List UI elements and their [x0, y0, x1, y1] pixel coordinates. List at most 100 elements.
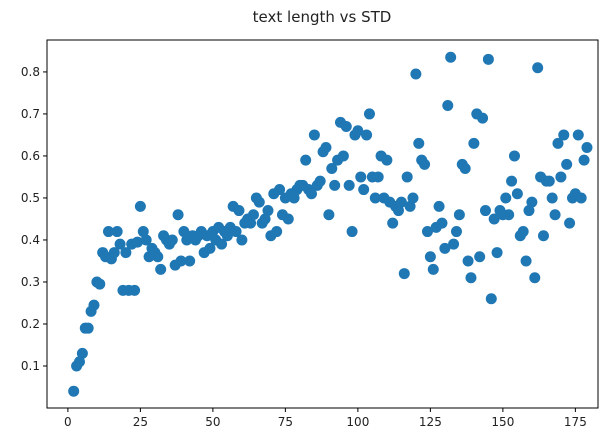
- point: [247, 209, 259, 221]
- point: [233, 205, 245, 217]
- point: [485, 293, 497, 305]
- point: [329, 179, 341, 191]
- point: [129, 284, 141, 296]
- point: [76, 347, 88, 359]
- point: [427, 263, 439, 275]
- point: [575, 192, 587, 204]
- point: [152, 251, 164, 263]
- point: [552, 137, 564, 149]
- point: [561, 158, 573, 170]
- point: [445, 51, 457, 63]
- y-tick-label: 0.2: [21, 317, 40, 331]
- point: [450, 226, 462, 238]
- point: [474, 251, 486, 263]
- point: [459, 163, 471, 175]
- point: [120, 247, 132, 259]
- chart-title: text length vs STD: [253, 8, 392, 26]
- point: [526, 196, 538, 208]
- plot-frame: [46, 39, 599, 409]
- point: [288, 192, 300, 204]
- point: [419, 158, 431, 170]
- point: [271, 226, 283, 238]
- point: [578, 154, 590, 166]
- point: [184, 255, 196, 267]
- point: [372, 171, 384, 183]
- point: [323, 209, 335, 221]
- point: [221, 230, 233, 242]
- point: [102, 226, 114, 238]
- point: [549, 209, 561, 221]
- point: [503, 209, 515, 221]
- point: [172, 209, 184, 221]
- x-tick-label: 50: [205, 415, 220, 429]
- point: [462, 255, 474, 267]
- point: [407, 192, 419, 204]
- point: [155, 263, 167, 275]
- point: [305, 188, 317, 200]
- point: [355, 171, 367, 183]
- point: [477, 112, 489, 124]
- point: [404, 200, 416, 212]
- point: [395, 196, 407, 208]
- point: [166, 234, 178, 246]
- point: [137, 226, 149, 238]
- point: [581, 142, 593, 154]
- point: [436, 217, 448, 229]
- point: [410, 68, 422, 80]
- point: [468, 137, 480, 149]
- point: [216, 238, 228, 250]
- y-tick-label: 0.3: [21, 275, 40, 289]
- point: [361, 129, 373, 141]
- point: [245, 217, 257, 229]
- point: [131, 236, 143, 248]
- point: [262, 205, 274, 217]
- point: [381, 154, 393, 166]
- point: [401, 171, 413, 183]
- y-tick-label: 0.1: [21, 359, 40, 373]
- point: [343, 179, 355, 191]
- point: [500, 192, 512, 204]
- point: [537, 230, 549, 242]
- point: [114, 238, 126, 250]
- point: [300, 154, 312, 166]
- point: [558, 129, 570, 141]
- point: [175, 255, 187, 267]
- x-tick-label: 100: [346, 415, 369, 429]
- point: [358, 184, 370, 196]
- point: [282, 213, 294, 225]
- point: [488, 213, 500, 225]
- point: [314, 175, 326, 187]
- x-tick-label: 75: [278, 415, 293, 429]
- y-tick-label: 0.5: [21, 191, 40, 205]
- point: [73, 356, 85, 368]
- point: [68, 385, 80, 397]
- point: [517, 226, 529, 238]
- point: [413, 137, 425, 149]
- point: [134, 200, 146, 212]
- point: [421, 226, 433, 238]
- point: [111, 226, 123, 238]
- point: [140, 234, 152, 246]
- point: [88, 299, 100, 311]
- point: [274, 184, 286, 196]
- point: [433, 200, 445, 212]
- point: [178, 226, 190, 238]
- point: [82, 322, 94, 334]
- point: [369, 192, 381, 204]
- point: [543, 175, 555, 187]
- point: [253, 196, 265, 208]
- x-tick-label: 0: [64, 415, 72, 429]
- point: [511, 188, 523, 200]
- point: [387, 217, 399, 229]
- point: [363, 108, 375, 120]
- point: [236, 234, 248, 246]
- point: [453, 209, 465, 221]
- x-tick-label: 125: [419, 415, 442, 429]
- point: [523, 205, 535, 217]
- point: [572, 129, 584, 141]
- y-tick-label: 0.4: [21, 233, 40, 247]
- point: [204, 242, 216, 254]
- point: [479, 205, 491, 217]
- point: [108, 247, 120, 259]
